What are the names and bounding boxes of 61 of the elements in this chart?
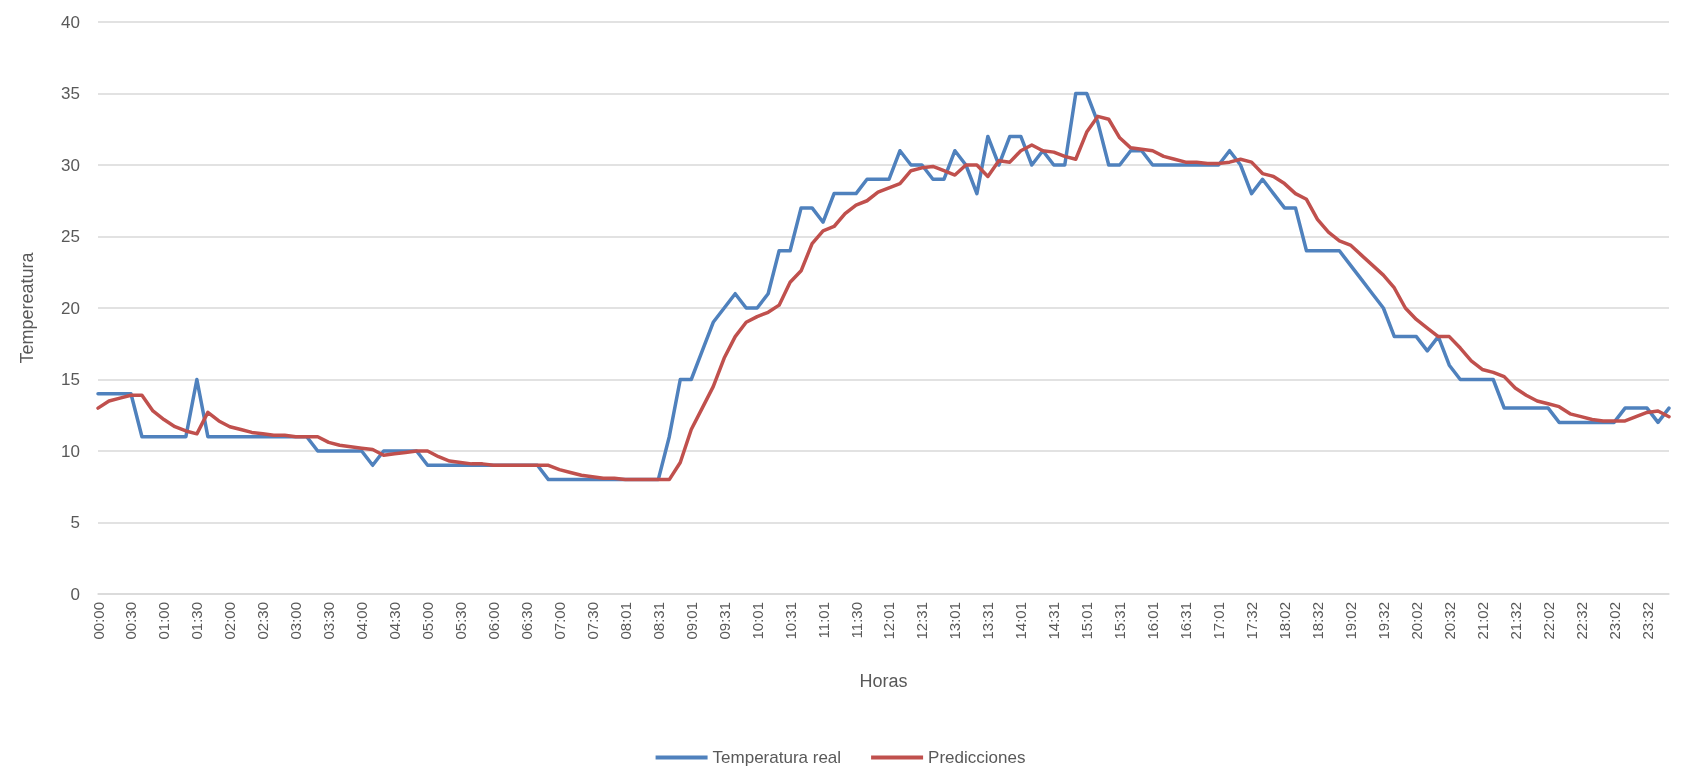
y-tick-label: 5 — [70, 513, 80, 532]
y-tick-label: 20 — [61, 298, 80, 318]
x-tick-label: 02:30 — [254, 602, 272, 640]
x-tick-label: 02:00 — [221, 602, 239, 640]
x-tick-label: 12:01 — [880, 602, 898, 640]
x-tick-label: 10:31 — [781, 602, 799, 640]
x-tick-label: 18:32 — [1308, 602, 1326, 640]
x-tick-label: 00:00 — [89, 602, 107, 640]
x-tick-label: 13:01 — [946, 602, 964, 640]
y-tick-label: 10 — [61, 441, 80, 461]
y-tick-label: 0 — [70, 584, 80, 604]
x-tick-label: 18:02 — [1275, 602, 1293, 640]
x-tick-label: 11:30 — [847, 602, 865, 639]
x-tick-label: 14:01 — [1012, 602, 1030, 640]
x-tick-label: 01:00 — [155, 602, 173, 640]
x-tick-label: 20:02 — [1407, 602, 1425, 640]
x-tick-label: 17:32 — [1243, 602, 1261, 640]
x-tick-label: 14:31 — [1045, 602, 1063, 640]
x-tick-label: 11:01 — [814, 602, 832, 639]
x-tick-label: 12:31 — [913, 602, 931, 640]
x-tick-label: 06:00 — [485, 602, 502, 640]
x-tick-label: 21:02 — [1473, 602, 1491, 640]
x-tick-label: 19:32 — [1374, 602, 1392, 640]
x-tick-label: 15:31 — [1111, 602, 1129, 640]
x-tick-label: 09:31 — [715, 602, 733, 640]
x-tick-label: 22:32 — [1572, 602, 1590, 640]
x-tick-label: 16:31 — [1177, 602, 1195, 640]
x-tick-label: 23:02 — [1605, 602, 1623, 640]
x-tick-label: 04:30 — [386, 602, 404, 640]
x-tick-label: 23:32 — [1638, 602, 1656, 640]
x-tick-label: 04:00 — [353, 602, 371, 640]
x-tick-label: 21:32 — [1506, 602, 1524, 640]
x-tick-label: 03:30 — [320, 602, 338, 640]
x-tick-label: 05:00 — [419, 602, 437, 640]
x-tick-label: 00:30 — [122, 602, 140, 640]
x-tick-label: 03:00 — [287, 602, 305, 640]
y-tick-label: 35 — [61, 84, 80, 103]
x-tick-label: 16:01 — [1144, 602, 1162, 640]
legend-label: Temperatura real — [712, 748, 842, 767]
x-tick-label: 08:31 — [649, 602, 667, 640]
x-tick-label: 09:01 — [682, 602, 700, 640]
x-tick-label: 15:01 — [1078, 602, 1096, 640]
y-tick-label: 40 — [61, 12, 80, 32]
x-tick-label: 17:01 — [1210, 602, 1228, 640]
x-tick-label: 19:02 — [1341, 602, 1359, 640]
x-tick-label: 07:00 — [550, 602, 568, 640]
y-tick-label: 15 — [61, 370, 80, 389]
x-axis-title: Horas — [859, 671, 908, 691]
y-tick-label: 30 — [61, 155, 80, 175]
x-tick-label: 08:01 — [616, 602, 634, 640]
x-tick-label: 20:32 — [1440, 602, 1458, 640]
x-tick-label: 13:31 — [979, 602, 997, 640]
x-tick-label: 05:30 — [452, 602, 470, 640]
x-tick-label: 01:30 — [188, 602, 206, 640]
x-tick-label: 07:30 — [583, 602, 601, 640]
x-tick-label: 06:30 — [517, 602, 535, 640]
legend-label: Predicciones — [928, 748, 1026, 767]
y-tick-label: 25 — [61, 227, 80, 246]
x-tick-label: 10:01 — [748, 602, 766, 640]
x-tick-label: 22:02 — [1539, 602, 1557, 640]
y-axis-title: Tempereatura — [17, 251, 37, 364]
